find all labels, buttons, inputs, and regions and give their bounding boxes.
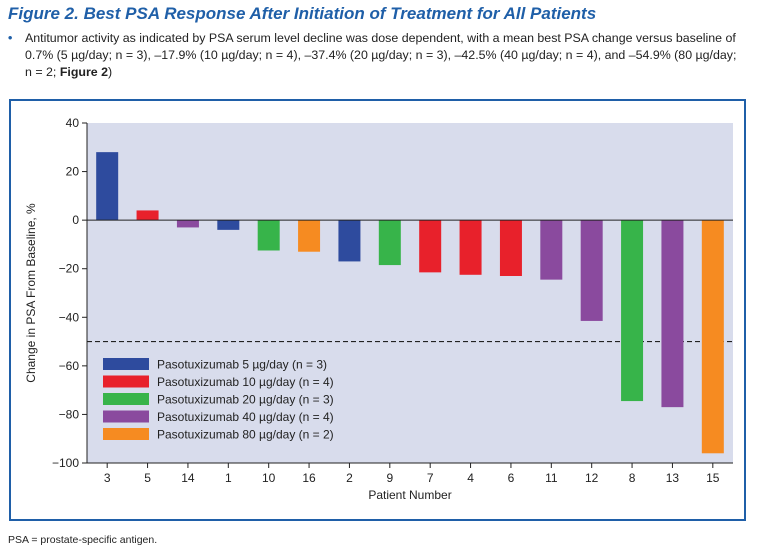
y-tick-label: 20 <box>66 165 80 179</box>
bullet-tail: ) <box>108 65 113 79</box>
legend-label: Pasotuxizumab 10 µg/day (n = 4) <box>157 375 334 389</box>
bullet-text: Antitumor activity as indicated by PSA s… <box>25 30 743 81</box>
x-tick-label: 13 <box>666 471 680 485</box>
bar-patient-13 <box>661 220 684 408</box>
legend-swatch <box>103 393 149 405</box>
bullet-figure-ref: Figure 2 <box>59 65 109 79</box>
psa-waterfall-chart: 40 20 0 −20 −40 −60 −80 −100 3 5 14 1 10 16 2 9 7 4 6 11 12… <box>24 116 733 502</box>
x-tick-label: 7 <box>427 471 434 485</box>
y-tick-label: −80 <box>59 407 80 421</box>
legend-swatch <box>103 375 149 388</box>
x-axis-title: Patient Number <box>368 488 451 502</box>
legend-label: Pasotuxizumab 5 µg/day (n = 3) <box>157 358 327 372</box>
y-tick-label: 40 <box>66 116 80 130</box>
x-tick-label: 16 <box>302 471 316 485</box>
x-tick-label: 5 <box>144 471 151 485</box>
x-tick-label: 3 <box>104 471 111 485</box>
bullet-body: Antitumor activity as indicated by PSA s… <box>25 31 737 79</box>
x-tick-label: 2 <box>346 471 353 485</box>
legend-label: Pasotuxizumab 80 µg/day (n = 2) <box>157 428 334 442</box>
y-tick-label: −100 <box>52 456 79 470</box>
bar-patient-5 <box>136 210 159 221</box>
x-tick-label: 8 <box>629 471 636 485</box>
bar-patient-12 <box>580 220 603 321</box>
x-tick-label: 6 <box>508 471 515 485</box>
bar-patient-14 <box>176 220 199 228</box>
legend-label: Pasotuxizumab 20 µg/day (n = 3) <box>157 393 334 407</box>
legend-swatch <box>103 410 149 423</box>
bar-patient-10 <box>257 220 280 251</box>
legend-swatch <box>103 428 149 440</box>
y-axis-title: Change in PSA From Baseline, % <box>24 203 38 383</box>
x-tick-label: 1 <box>225 471 232 485</box>
bar-patient-16 <box>298 220 321 252</box>
bar-patient-11 <box>540 220 563 280</box>
bar-patient-1 <box>217 220 240 230</box>
chart-frame: 40 20 0 −20 −40 −60 −80 −100 3 5 14 1 10 16 2 9 7 4 6 11 12… <box>9 99 746 521</box>
figure-title: Figure 2. Best PSA Response After Initia… <box>8 4 597 23</box>
footnote: PSA = prostate-specific antigen. <box>8 534 158 546</box>
bullet-dot-icon: • <box>8 31 13 45</box>
y-tick-label: −60 <box>59 359 80 373</box>
x-tick-label: 9 <box>386 471 393 485</box>
bar-patient-9 <box>378 220 401 266</box>
bar-patient-6 <box>499 220 522 276</box>
bar-patient-15 <box>701 220 724 454</box>
x-tick-label: 12 <box>585 471 599 485</box>
bullet-paragraph: • Antitumor activity as indicated by PSA… <box>8 30 743 81</box>
bar-patient-7 <box>419 220 442 273</box>
bar-patient-2 <box>338 220 361 262</box>
bar-patient-4 <box>459 220 482 275</box>
legend: Pasotuxizumab 5 µg/day (n = 3) Pasotuxizu… <box>103 358 334 442</box>
y-tick-label: 0 <box>72 213 79 227</box>
legend-swatch <box>103 358 149 370</box>
x-tick-label: 4 <box>467 471 474 485</box>
y-tick-label: −40 <box>59 310 80 324</box>
y-tick-label: −20 <box>59 262 80 276</box>
x-tick-label: 14 <box>181 471 195 485</box>
bar-patient-3 <box>96 152 119 221</box>
x-tick-label: 10 <box>262 471 276 485</box>
legend-label: Pasotuxizumab 40 µg/day (n = 4) <box>157 410 334 424</box>
x-tick-label: 15 <box>706 471 720 485</box>
bar-patient-8 <box>621 220 644 402</box>
x-tick-label: 11 <box>545 471 558 485</box>
